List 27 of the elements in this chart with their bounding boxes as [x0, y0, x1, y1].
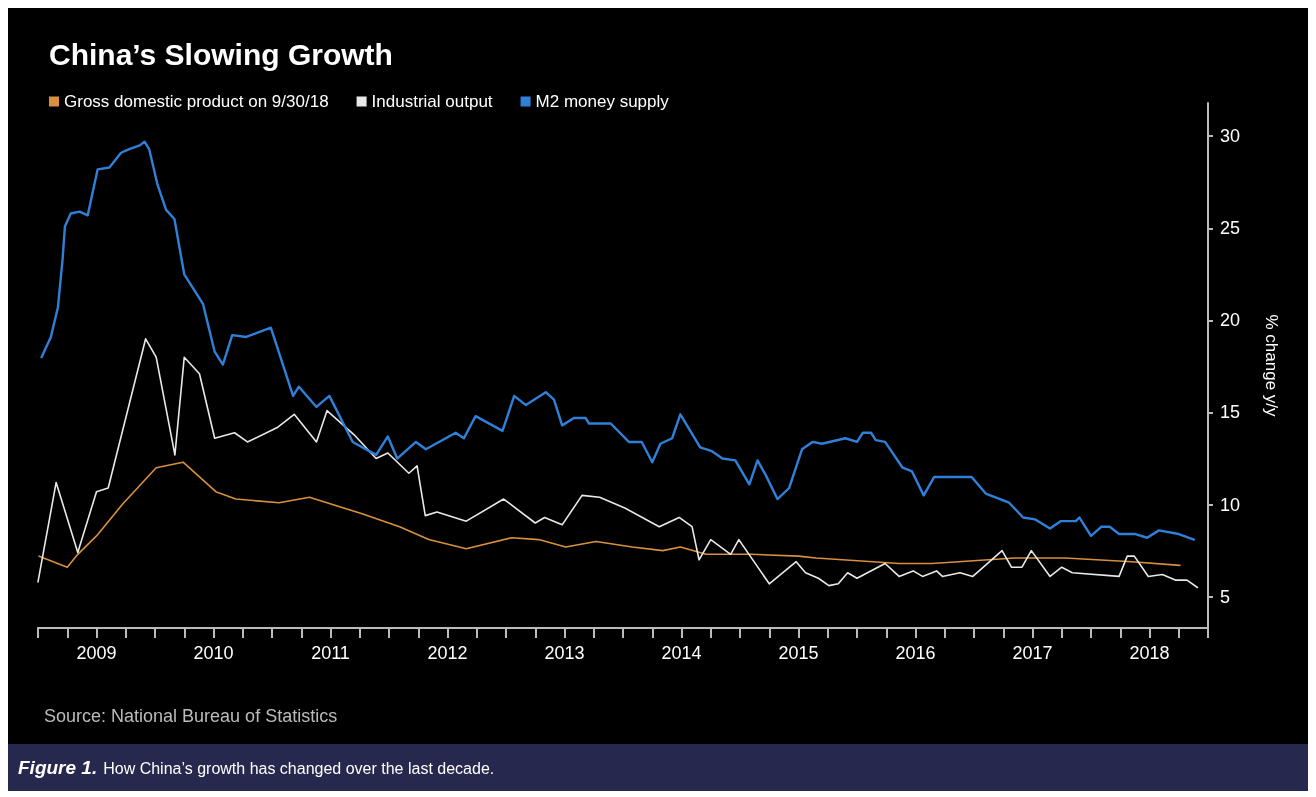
y2-tick-label: 15 — [1220, 402, 1241, 423]
source-note: Source: National Bureau of Statistics — [44, 706, 338, 726]
y2-tick-label: 5 — [1220, 586, 1231, 607]
y2-tick-label: 30 — [1220, 126, 1241, 147]
x-tick-label: 2010 — [193, 643, 234, 663]
line-series — [40, 140, 1196, 541]
legend-label: Industrial output — [371, 92, 493, 111]
x-tick-label: 2015 — [778, 643, 819, 663]
y2-tick-label: 10 — [1220, 494, 1241, 515]
text: How China’s growth has changed over the last decade. — [103, 760, 495, 777]
line-series — [38, 461, 1181, 569]
x-tick-label: 2016 — [895, 643, 936, 663]
y2-tick-label: 20 — [1220, 310, 1241, 331]
y2-axis-title: % change y/y — [1262, 314, 1281, 418]
y2-tick-label: 25 — [1220, 218, 1241, 239]
legend-label: M2 money supply — [535, 92, 670, 111]
chart-title: China’s Slowing Growth — [49, 37, 393, 71]
x-tick-label: 2012 — [427, 643, 468, 663]
x-tick-label: 2013 — [544, 643, 585, 663]
legend-label: Gross domestic product on 9/30/18 — [64, 92, 329, 111]
x-tick-label: 2017 — [1012, 643, 1053, 663]
x-tick-label: 2011 — [311, 643, 350, 663]
line-series — [37, 337, 1199, 589]
x-tick-label: 2018 — [1129, 643, 1170, 663]
x-tick-label: 2009 — [76, 643, 117, 663]
x-tick-label: 2014 — [661, 643, 702, 663]
caption: Figure 1. — [18, 757, 98, 778]
